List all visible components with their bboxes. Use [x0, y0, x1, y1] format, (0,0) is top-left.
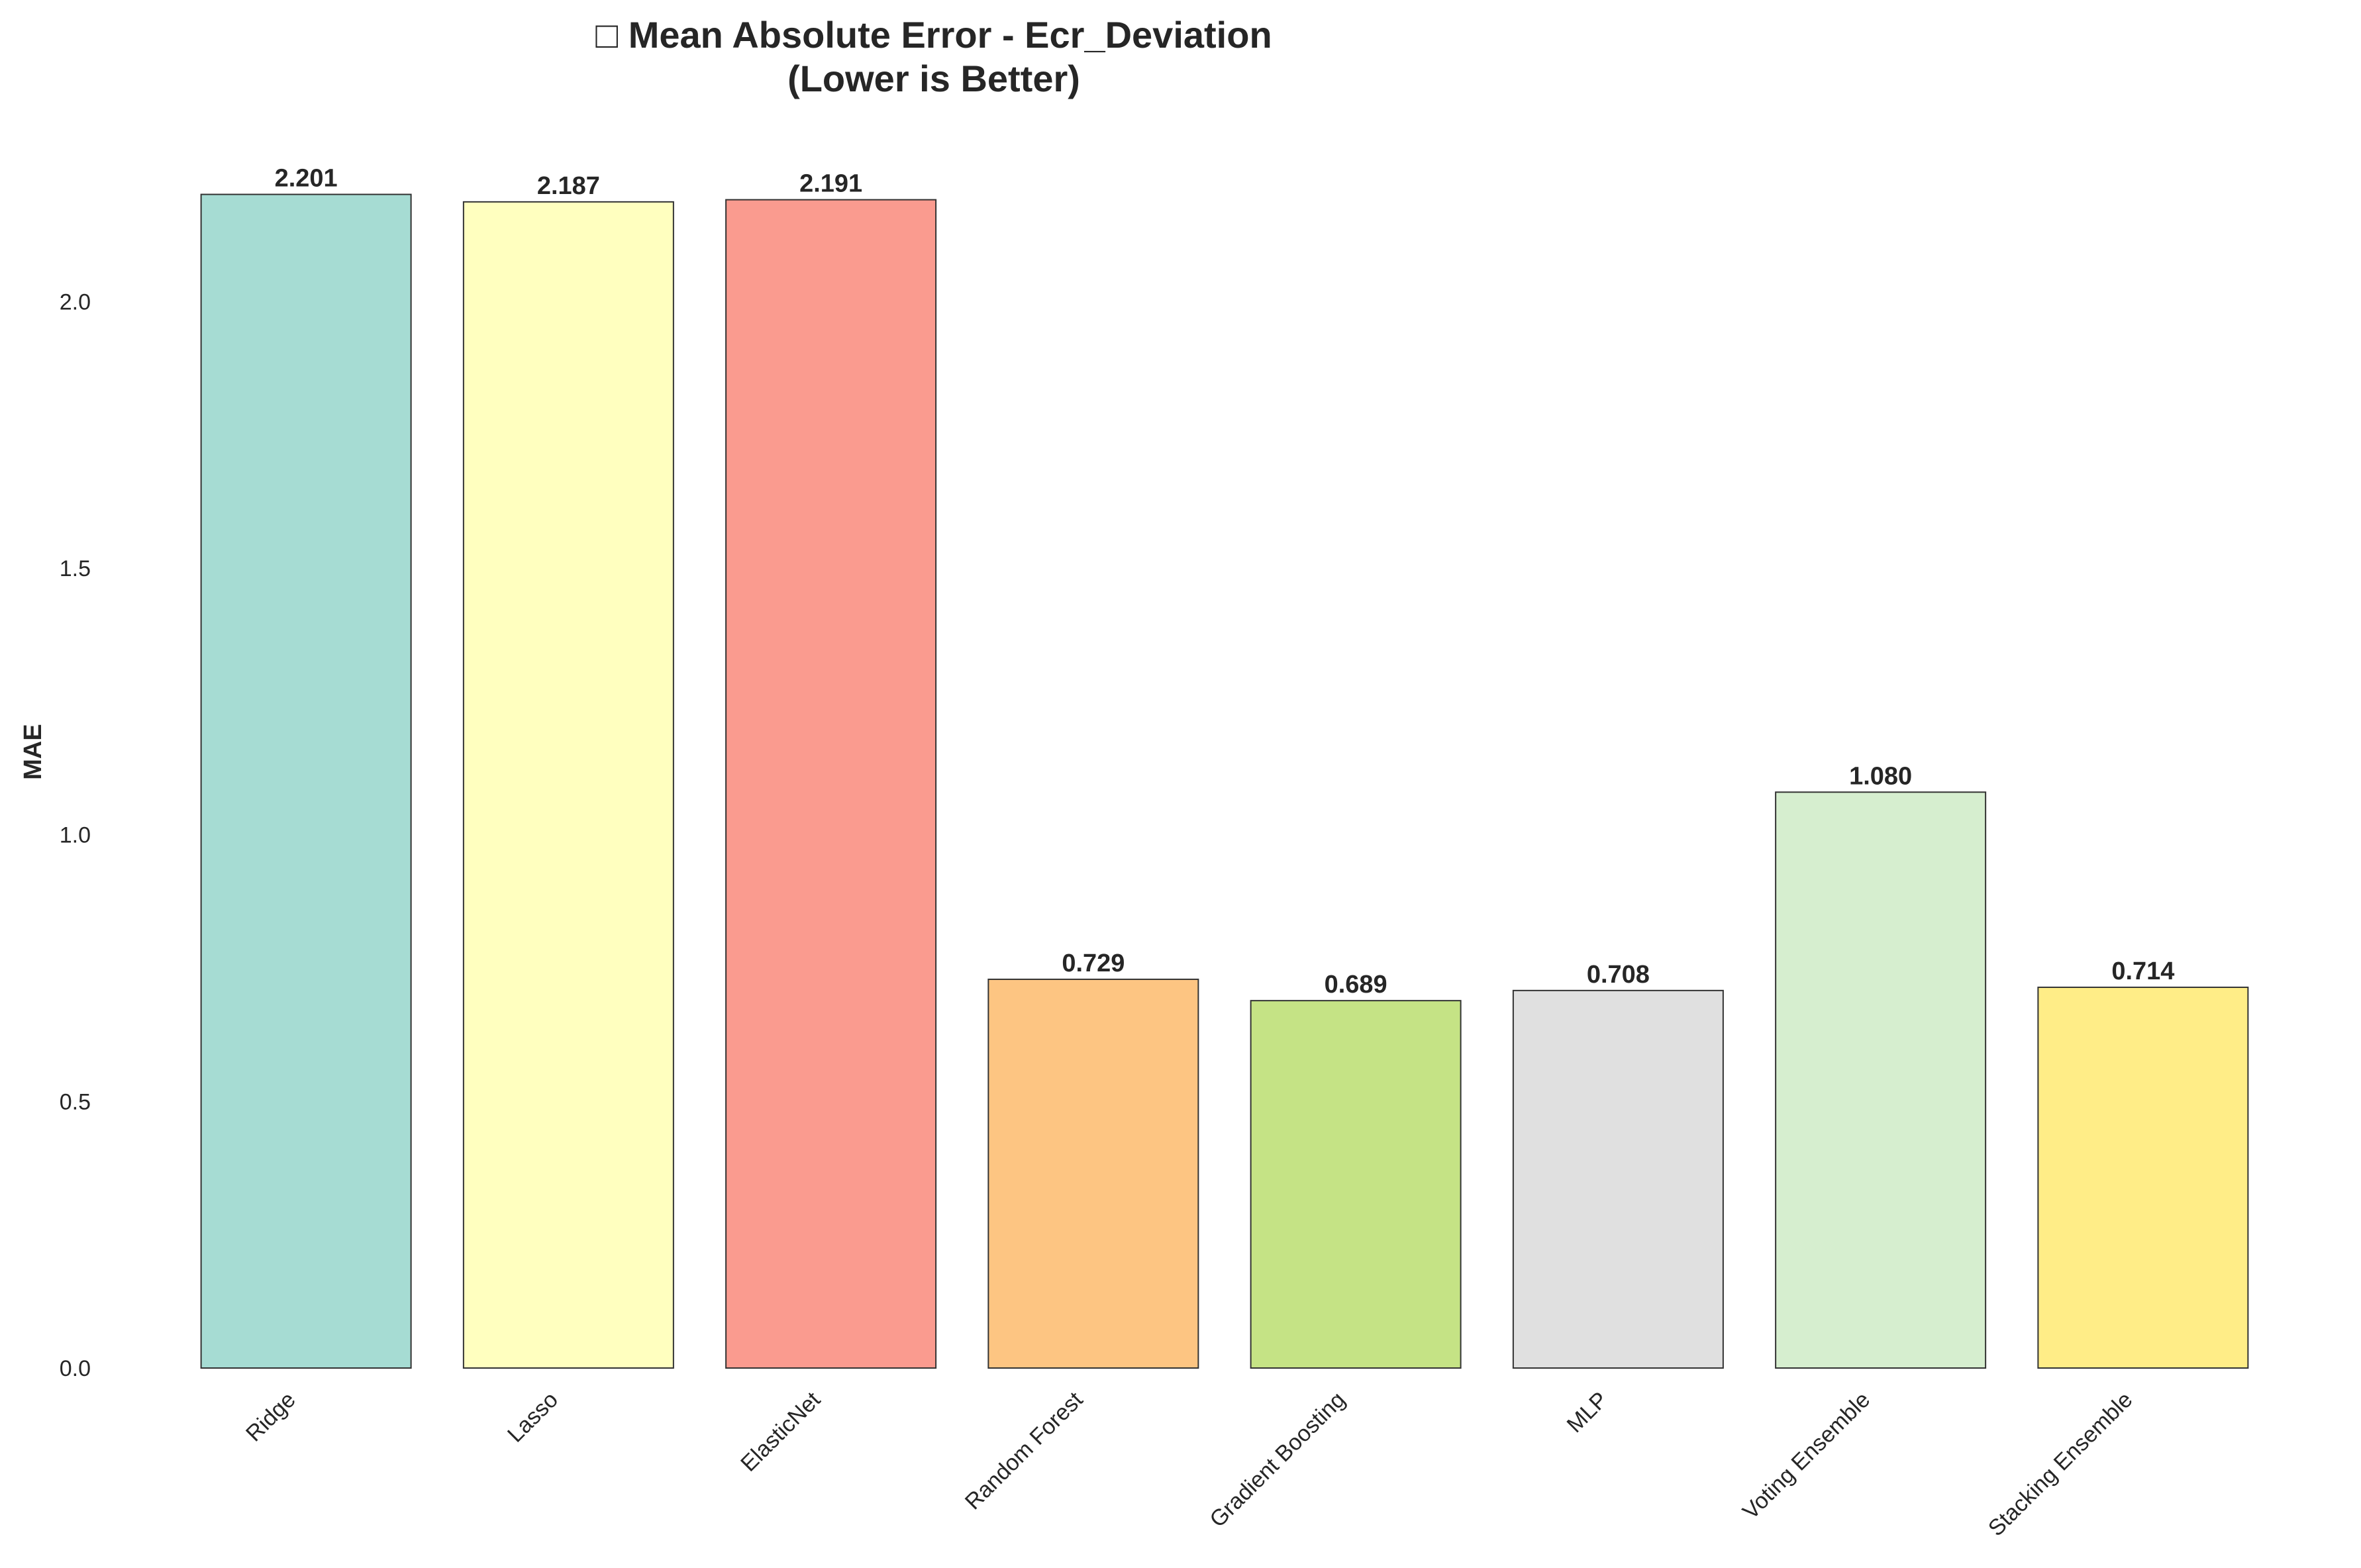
- x-axis-ticks: Ridge Lasso ElasticNet Random Forest Gradien…: [241, 1387, 2137, 1541]
- x-tick-label: Ridge: [241, 1387, 301, 1447]
- y-tick-label: 2.0: [60, 289, 91, 315]
- y-tick-label: 0.0: [60, 1356, 91, 1381]
- bar-value-label: 1.080: [1849, 762, 1912, 790]
- bar-value-label: 2.191: [799, 170, 862, 198]
- bar: [1775, 791, 1987, 1369]
- x-tick-label: Gradient Boosting: [1205, 1387, 1350, 1532]
- chart-title: □ Mean Absolute Error - Ecr_Deviation: [595, 14, 1272, 56]
- x-tick-label: Lasso: [503, 1387, 563, 1447]
- y-axis-label: MAE: [19, 724, 47, 779]
- bar-value-label: 0.729: [1062, 950, 1125, 977]
- y-tick-label: 0.5: [60, 1089, 91, 1114]
- bar-value-label: 0.708: [1587, 961, 1650, 989]
- bar-value-label: 2.201: [275, 165, 338, 193]
- x-tick-label: ElasticNet: [736, 1387, 825, 1476]
- bar: [2037, 987, 2249, 1369]
- x-tick-label: Voting Ensemble: [1738, 1387, 1875, 1524]
- y-axis-ticks: 0.0 0.5 1.0 1.5 2.0: [60, 289, 91, 1381]
- bar-value-label: 0.714: [2111, 957, 2174, 985]
- bar: [200, 193, 412, 1369]
- x-tick-label: MLP: [1562, 1387, 1613, 1438]
- bar: [462, 201, 674, 1369]
- bars-group: [200, 193, 2249, 1369]
- bar: [1250, 1000, 1462, 1369]
- x-tick-label: Random Forest: [960, 1387, 1088, 1514]
- bar: [725, 199, 937, 1369]
- x-tick-label: Stacking Ensemble: [1984, 1387, 2138, 1542]
- bar: [1512, 989, 1724, 1369]
- value-labels-group: 2.201 2.187 2.191 0.729 0.689 0.708 1.080 0.714: [275, 165, 2175, 999]
- y-tick-label: 1.0: [60, 823, 91, 848]
- bar-value-label: 2.187: [537, 172, 600, 200]
- bar-value-label: 0.689: [1325, 971, 1387, 999]
- y-tick-label: 1.5: [60, 556, 91, 581]
- chart-subtitle: (Lower is Better): [787, 58, 1080, 99]
- bar: [987, 978, 1199, 1369]
